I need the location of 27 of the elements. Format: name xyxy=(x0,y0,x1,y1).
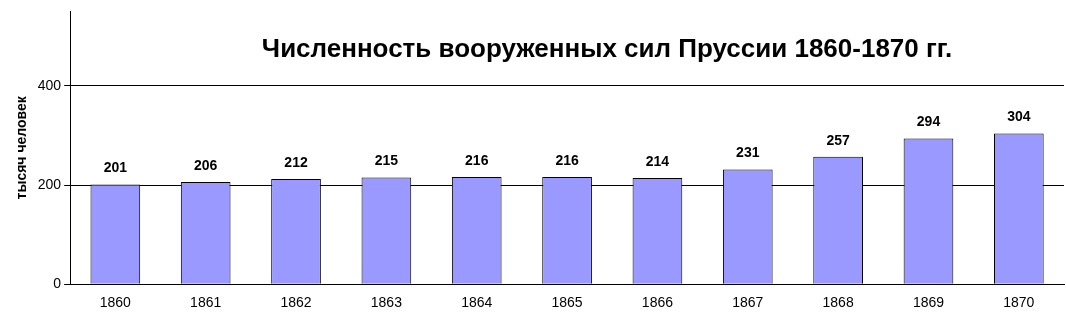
data-label: 257 xyxy=(826,131,851,148)
data-label: 206 xyxy=(194,156,218,173)
y-tick-label: 200 xyxy=(37,175,62,192)
data-label: 215 xyxy=(374,152,399,169)
x-tick-label: 1864 xyxy=(461,294,493,311)
x-tick-label: 1862 xyxy=(280,294,312,311)
x-tick-label: 1861 xyxy=(190,294,222,311)
y-tick-label: 0 xyxy=(53,275,62,292)
data-label: 201 xyxy=(103,159,128,176)
x-tick-label: 1867 xyxy=(732,294,764,311)
data-label: 216 xyxy=(555,151,579,168)
x-tick-label: 1868 xyxy=(822,294,854,311)
x-tick-label: 1865 xyxy=(551,294,583,311)
data-label: 216 xyxy=(465,151,489,168)
x-tick-label: 1870 xyxy=(1003,294,1035,311)
y-tick-label: 400 xyxy=(37,76,62,93)
data-label: 231 xyxy=(736,144,760,161)
x-tick-label: 1860 xyxy=(99,294,132,311)
text: Численность вооруженных сил Пруссии 1860-1870 гг. xyxy=(261,32,953,63)
data-label: 214 xyxy=(645,152,670,169)
data-label: 212 xyxy=(284,153,308,170)
data-label: 294 xyxy=(916,113,941,130)
x-tick-label: 1869 xyxy=(912,294,945,311)
data-label: 304 xyxy=(1007,108,1031,125)
x-tick-label: 1866 xyxy=(641,294,674,311)
y-axis-title: тысяч человек xyxy=(13,95,30,200)
x-tick-label: 1863 xyxy=(370,294,403,311)
